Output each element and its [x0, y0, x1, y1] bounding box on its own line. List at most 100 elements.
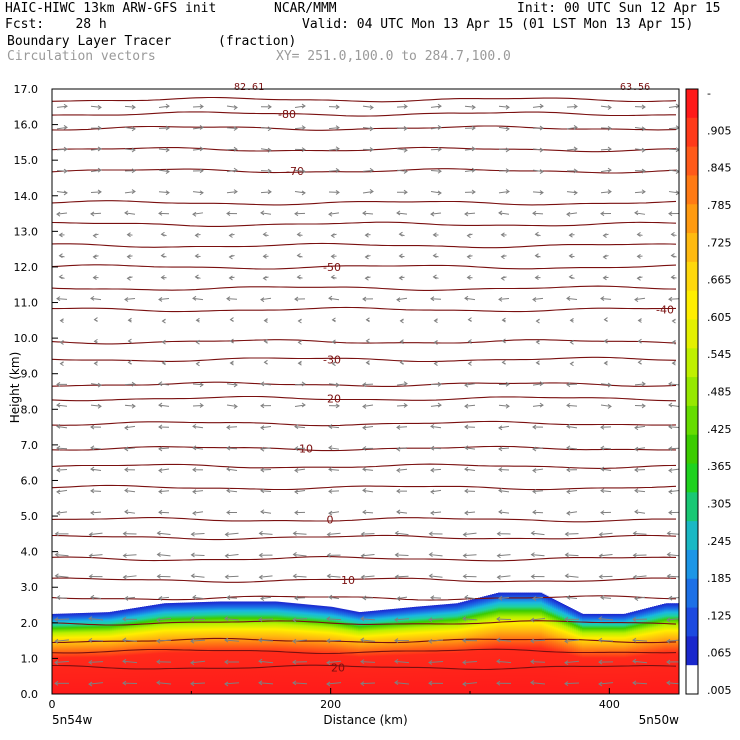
circulation-vector — [532, 169, 544, 175]
circulation-vector — [364, 275, 371, 281]
circulation-vector — [636, 254, 643, 259]
circulation-vector — [498, 126, 510, 132]
circulation-vector — [328, 403, 340, 409]
tracer-field-column — [248, 601, 251, 694]
circulation-vector — [56, 445, 68, 451]
circulation-vector — [56, 103, 68, 109]
circulation-vector — [296, 274, 303, 280]
tracer-field-column — [552, 598, 555, 694]
circulation-vector — [530, 574, 545, 579]
circulation-vector — [396, 596, 408, 602]
circulation-vector — [430, 423, 442, 429]
circulation-vector — [362, 296, 374, 302]
tracer-field-column — [192, 602, 195, 694]
circulation-vector — [362, 189, 374, 194]
circulation-vector — [668, 446, 679, 452]
circulation-vector — [326, 552, 341, 558]
circulation-vector — [194, 253, 201, 259]
y-tick-label: 11.0 — [14, 297, 39, 310]
tracer-field-column — [174, 602, 177, 694]
circulation-vector — [292, 617, 308, 623]
circulation-vector — [156, 574, 171, 579]
tracer-field-column — [440, 604, 443, 694]
tracer-field-column — [222, 601, 225, 694]
tracer-field-column — [656, 605, 659, 694]
tracer-field-column — [372, 610, 375, 694]
circulation-vector — [498, 446, 510, 452]
tracer-field-column — [578, 612, 581, 694]
circulation-vector — [600, 404, 612, 409]
tracer-field-column — [330, 606, 333, 694]
circulation-vector — [124, 147, 136, 153]
colorbar-swatch — [686, 261, 698, 292]
circulation-vector — [360, 616, 376, 622]
circulation-vector — [566, 423, 578, 429]
circulation-vector — [532, 446, 544, 452]
y-tick-label: 10.0 — [14, 332, 39, 345]
circulation-vector — [668, 424, 679, 430]
tracer-field-column — [360, 612, 363, 694]
circulation-vector — [192, 295, 204, 301]
isotherm-contour — [52, 648, 677, 655]
circulation-vector — [464, 125, 476, 131]
tracer-field-column — [524, 592, 527, 694]
tracer-field-column — [230, 601, 233, 694]
tracer-field-column — [428, 605, 431, 694]
isotherm-contour — [52, 125, 677, 131]
circulation-vector — [532, 468, 544, 473]
circulation-vector — [59, 361, 64, 367]
tracer-field-column — [76, 613, 79, 694]
circulation-vector — [362, 167, 374, 173]
circulation-vector — [226, 211, 238, 216]
tracer-field-column — [604, 613, 607, 694]
tracer-field-column — [452, 603, 455, 694]
colorbar-label: .485 — [707, 386, 732, 399]
circulation-vector — [564, 573, 579, 579]
circulation-vector — [258, 574, 273, 580]
circulation-vector — [467, 339, 472, 344]
circulation-vector — [56, 467, 68, 473]
tracer-field-column — [548, 596, 551, 694]
circulation-vector — [398, 231, 405, 237]
colorbar-label: .605 — [707, 311, 732, 324]
circulation-vector — [297, 318, 302, 324]
tracer-field-column — [242, 601, 245, 694]
circulation-vector — [634, 168, 646, 174]
tracer-field-column — [72, 613, 75, 694]
tracer-field-column — [260, 601, 263, 694]
isotherm-contour — [52, 463, 677, 469]
tracer-field-column — [256, 601, 259, 694]
circulation-vector — [54, 660, 70, 665]
circulation-vector — [428, 638, 444, 644]
tracer-field-column — [438, 604, 441, 694]
colorbar-label: .905 — [707, 124, 732, 137]
colorbar-frame — [685, 88, 699, 695]
circulation-vector — [600, 125, 612, 131]
circulation-vector — [262, 231, 269, 237]
tracer-field-column — [486, 595, 489, 694]
circulation-vector — [365, 360, 370, 366]
tracer-field-column — [538, 592, 541, 694]
circulation-vector — [328, 295, 340, 301]
tracer-field-column — [558, 601, 561, 694]
circulation-vector — [192, 403, 204, 408]
circulation-vector — [195, 317, 200, 323]
circulation-vector — [262, 253, 269, 259]
circulation-vector — [124, 189, 136, 194]
circulation-vector — [600, 488, 612, 494]
tracer-field-column — [110, 611, 113, 694]
circulation-vector — [56, 146, 68, 152]
circulation-vector — [671, 360, 676, 366]
circulation-vector — [158, 297, 170, 302]
circulation-vector — [603, 338, 608, 344]
circulation-vector — [566, 211, 578, 217]
tracer-field-column — [472, 599, 475, 694]
tracer-field-column — [108, 612, 111, 694]
tracer-field-column — [234, 601, 237, 694]
circulation-vector — [192, 211, 204, 217]
tracer-field-column — [116, 610, 119, 694]
circulation-vector — [462, 681, 478, 687]
circulation-vector — [294, 147, 306, 153]
tracer-field-column — [528, 592, 531, 694]
circulation-vector — [56, 124, 68, 130]
